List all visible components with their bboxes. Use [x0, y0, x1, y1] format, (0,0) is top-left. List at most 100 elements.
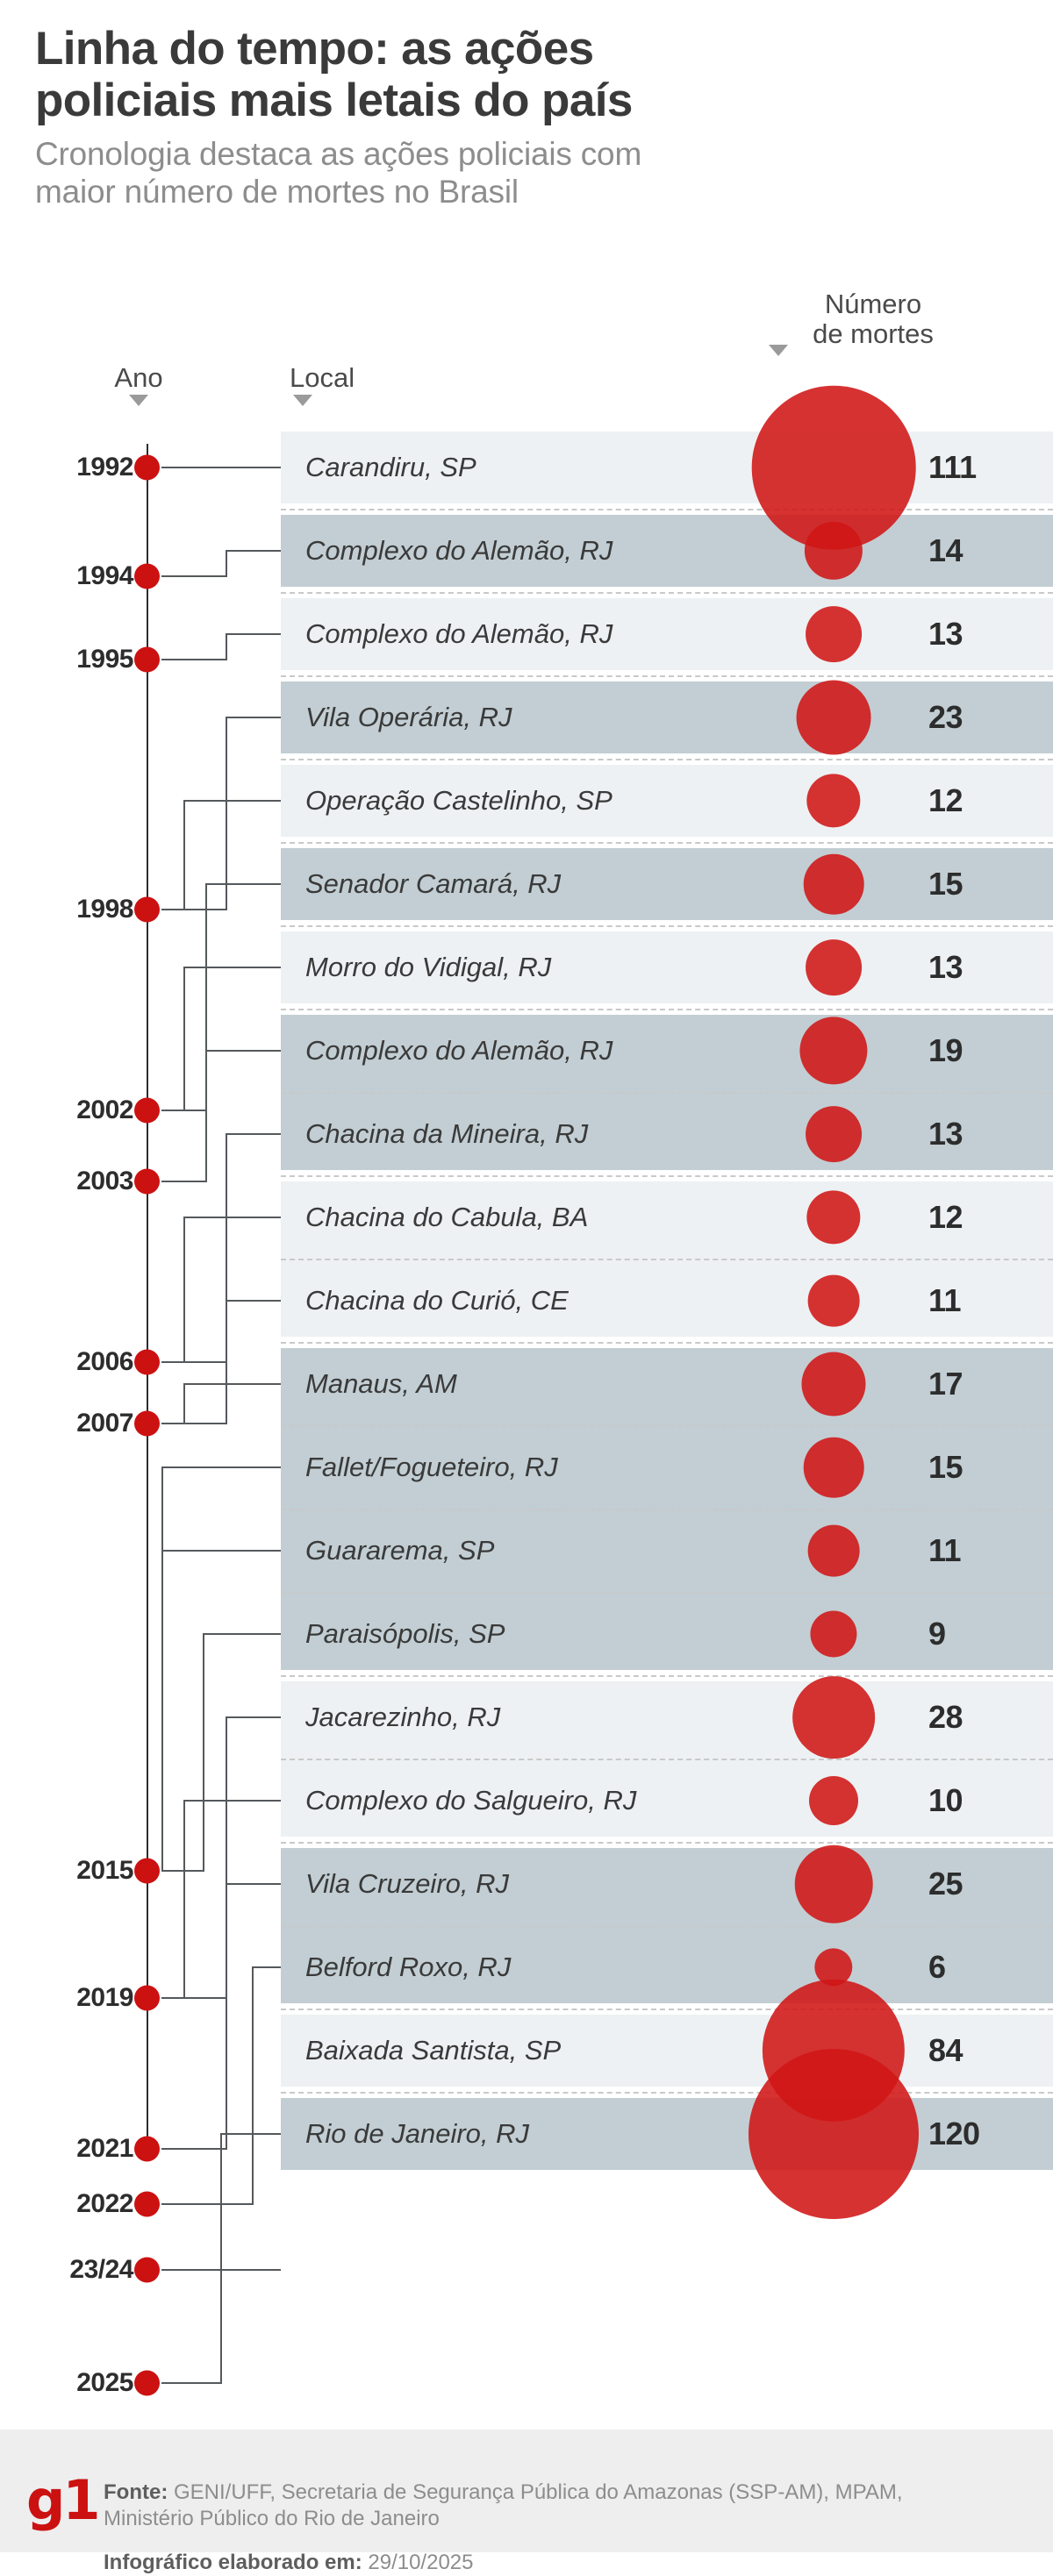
deaths-bubble: [803, 853, 864, 915]
row-band: [281, 681, 1053, 753]
row-place-label: Baixada Santista, SP: [305, 2035, 562, 2066]
table-row[interactable]: Complexo do Alemão, RJ: [281, 1015, 1053, 1087]
year-label: 1998: [76, 895, 133, 924]
g1-logo: g1: [26, 2468, 101, 2532]
year-marker-dot[interactable]: [134, 2191, 160, 2217]
row-deaths-value: 17: [928, 1366, 963, 1402]
row-separator: [281, 2091, 1053, 2094]
year-label: 2015: [76, 1856, 133, 1885]
table-row[interactable]: Chacina do Curió, CE: [281, 1265, 1053, 1337]
row-separator: [281, 674, 1053, 677]
row-deaths-value: 12: [928, 1199, 963, 1235]
deaths-bubble: [807, 1524, 860, 1577]
year-marker-dot[interactable]: [134, 1985, 160, 2011]
table-row[interactable]: Chacina da Mineira, RJ: [281, 1098, 1053, 1170]
timeline-axis: [147, 444, 148, 2154]
year-marker-dot[interactable]: [134, 646, 160, 673]
deaths-bubble: [796, 680, 871, 755]
row-place-label: Paraisópolis, SP: [305, 1618, 505, 1649]
year-marker-dot[interactable]: [134, 1410, 160, 1437]
table-row[interactable]: Complexo do Alemão, RJ: [281, 598, 1053, 670]
footer-date-label: Infográfico elaborado em:: [104, 2550, 362, 2574]
table-row[interactable]: Manaus, AM: [281, 1348, 1053, 1420]
row-deaths-value: 10: [928, 1782, 963, 1818]
row-separator: [281, 1591, 1053, 1594]
year-label: 2022: [76, 2189, 133, 2218]
row-place-label: Complexo do Alemão, RJ: [305, 1035, 613, 1066]
row-separator: [281, 1924, 1053, 1927]
row-separator: [281, 1008, 1053, 1010]
row-separator: [281, 1424, 1053, 1427]
row-deaths-value: 120: [928, 2116, 980, 2151]
table-row[interactable]: Rio de Janeiro, RJ: [281, 2098, 1053, 2170]
row-place-label: Carandiru, SP: [305, 452, 476, 482]
table-row[interactable]: Operação Castelinho, SP: [281, 765, 1053, 837]
row-deaths-value: 15: [928, 866, 963, 902]
row-place-label: Complexo do Alemão, RJ: [305, 535, 613, 566]
row-place-label: Morro do Vidigal, RJ: [305, 952, 552, 982]
row-deaths-value: 11: [928, 1532, 962, 1568]
year-marker-dot[interactable]: [134, 563, 160, 589]
row-place-label: Jacarezinho, RJ: [305, 1702, 501, 1732]
deaths-bubble: [806, 606, 862, 662]
table-row[interactable]: Fallet/Fogueteiro, RJ: [281, 1431, 1053, 1503]
table-row[interactable]: Morro do Vidigal, RJ: [281, 931, 1053, 1003]
row-band: [281, 2098, 1053, 2170]
table-row[interactable]: Vila Operária, RJ: [281, 681, 1053, 753]
year-marker-dot[interactable]: [134, 2370, 160, 2396]
column-header-place: Local: [290, 362, 355, 393]
deaths-bubble: [810, 1610, 857, 1658]
year-label: 2002: [76, 1095, 133, 1124]
row-place-label: Fallet/Fogueteiro, RJ: [305, 1452, 558, 1482]
table-row[interactable]: Carandiru, SP: [281, 432, 1053, 503]
row-separator: [281, 924, 1053, 927]
deaths-bubble: [803, 1437, 864, 1498]
year-marker-dot[interactable]: [134, 2136, 160, 2162]
year-label: 2007: [76, 1409, 133, 1438]
year-label: 1995: [76, 645, 133, 674]
year-label: 2025: [76, 2368, 133, 2397]
year-marker-dot[interactable]: [134, 1349, 160, 1375]
row-place-label: Vila Cruzeiro, RJ: [305, 1868, 510, 1899]
row-separator: [281, 758, 1053, 760]
table-row[interactable]: Paraisópolis, SP: [281, 1598, 1053, 1670]
row-band: [281, 2015, 1053, 2087]
table-row[interactable]: Belford Roxo, RJ: [281, 1931, 1053, 2003]
column-header-year: Ano: [114, 362, 163, 393]
row-place-label: Chacina do Cabula, BA: [305, 1202, 589, 1232]
table-row[interactable]: Complexo do Alemão, RJ: [281, 515, 1053, 587]
row-place-label: Complexo do Alemão, RJ: [305, 618, 613, 649]
year-marker-dot[interactable]: [134, 1097, 160, 1124]
row-separator: [281, 1758, 1053, 1760]
table-row[interactable]: Jacarezinho, RJ: [281, 1681, 1053, 1753]
year-marker-dot[interactable]: [134, 896, 160, 923]
row-deaths-value: 15: [928, 1449, 963, 1485]
year-marker-dot[interactable]: [134, 1168, 160, 1195]
page-subtitle: Cronologia destaca as ações policiais co…: [35, 135, 642, 210]
deaths-bubble: [806, 1190, 861, 1245]
table-row[interactable]: Complexo do Salgueiro, RJ: [281, 1765, 1053, 1837]
row-band: [281, 432, 1053, 503]
footer-source-text: GENI/UFF, Secretaria de Segurança Públic…: [104, 2480, 903, 2531]
table-row[interactable]: Chacina do Cabula, BA: [281, 1181, 1053, 1253]
deaths-bubble: [806, 939, 862, 995]
row-deaths-value: 9: [928, 1616, 946, 1652]
row-separator: [281, 841, 1053, 844]
year-marker-dot[interactable]: [134, 1858, 160, 1884]
table-row[interactable]: Vila Cruzeiro, RJ: [281, 1848, 1053, 1920]
row-deaths-value: 25: [928, 1866, 963, 1902]
table-row[interactable]: Guararema, SP: [281, 1515, 1053, 1587]
year-label: 2021: [76, 2134, 133, 2163]
year-label: 1994: [76, 561, 133, 590]
row-deaths-value: 11: [928, 1282, 962, 1318]
year-marker-dot[interactable]: [134, 2257, 160, 2283]
table-row[interactable]: Baixada Santista, SP: [281, 2015, 1053, 2087]
year-label: 23/24: [69, 2255, 133, 2284]
row-deaths-value: 14: [928, 532, 963, 568]
row-place-label: Rio de Janeiro, RJ: [305, 2118, 530, 2149]
table-row[interactable]: Senador Camará, RJ: [281, 848, 1053, 920]
year-label: 2019: [76, 1983, 133, 2012]
year-marker-dot[interactable]: [134, 454, 160, 481]
row-separator: [281, 1508, 1053, 1510]
